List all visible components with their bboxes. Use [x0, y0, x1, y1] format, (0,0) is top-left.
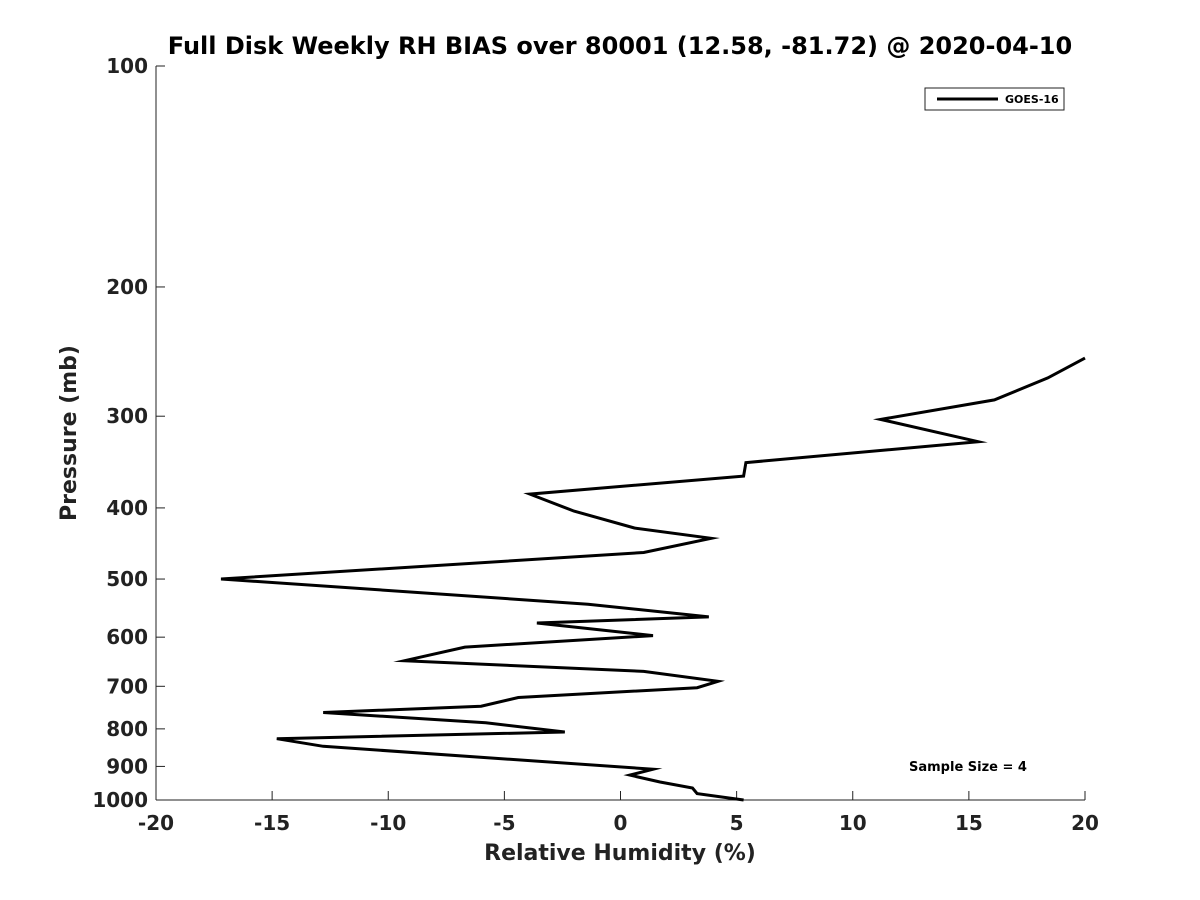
y-tick-label: 600	[106, 625, 148, 649]
y-tick-label: 200	[106, 275, 148, 299]
x-tick-label: 0	[614, 811, 628, 835]
series-group	[220, 356, 1086, 802]
y-tick-label: 700	[106, 674, 148, 698]
x-tick-label: 10	[839, 811, 867, 835]
x-tick-label: -15	[254, 811, 290, 835]
y-tick-label: 900	[106, 754, 148, 778]
y-tick-label: 400	[106, 496, 148, 520]
chart-title: Full Disk Weekly RH BIAS over 80001 (12.…	[168, 32, 1072, 60]
y-ticks: 100 200 300 400 500 600 700 800 900 1000	[92, 54, 165, 812]
x-tick-label: -20	[138, 811, 174, 835]
y-tick-label: 1000	[92, 788, 148, 812]
y-tick-label: 500	[106, 567, 148, 591]
x-tick-label: 20	[1071, 811, 1099, 835]
legend: GOES-16	[924, 87, 1065, 111]
x-axis-label: Relative Humidity (%)	[484, 841, 756, 866]
y-tick-label: 300	[106, 404, 148, 428]
x-tick-label: 5	[730, 811, 744, 835]
legend-label-goes-16: GOES-16	[1005, 93, 1059, 106]
series-line-goes-16	[220, 356, 1086, 802]
x-tick-label: -10	[370, 811, 406, 835]
x-ticks: -20 -15 -10 -5 0 5 10 15 20	[138, 791, 1099, 835]
x-tick-label: -5	[493, 811, 515, 835]
x-tick-label: 15	[955, 811, 983, 835]
sample-size-annotation: Sample Size = 4	[909, 760, 1027, 775]
y-tick-label: 100	[106, 54, 148, 78]
y-axis-label: Pressure (mb)	[57, 345, 82, 521]
y-tick-label: 800	[106, 717, 148, 741]
